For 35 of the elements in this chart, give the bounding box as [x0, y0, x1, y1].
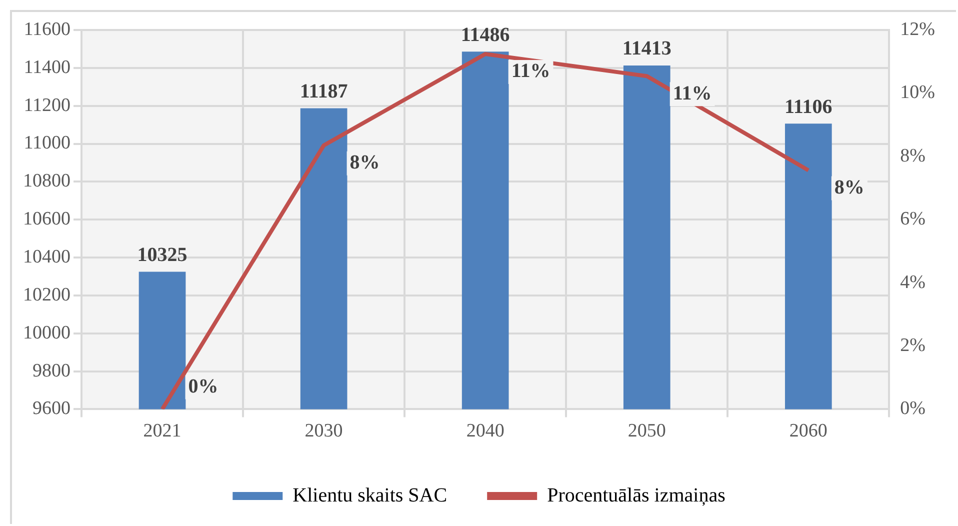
y-tick-label: 10200: [23, 284, 70, 306]
x-tick-label: 2060: [789, 420, 828, 442]
y-tick-label: 10600: [23, 208, 70, 230]
x-tick-label: 2040: [466, 420, 504, 442]
y2-tick-label: 4%: [900, 272, 926, 293]
y2-tick-label: 6%: [900, 208, 926, 230]
y-tick-label: 9600: [32, 398, 70, 420]
y-tick-label: 11000: [24, 132, 70, 154]
y-tick-label: 10400: [23, 246, 70, 268]
y-tick-label: 9800: [32, 360, 70, 382]
data-label: 11%: [511, 60, 550, 82]
y2-tick-label: 2%: [900, 334, 926, 356]
legend-label: Procentuālās izmaiņas: [547, 484, 726, 506]
x-tick-label: 2030: [304, 420, 343, 442]
y2-tick-label: 10%: [900, 82, 936, 104]
x-tick-label: 2021: [143, 420, 182, 442]
y2-tick-label: 12%: [900, 18, 936, 40]
data-label: 11%: [672, 82, 712, 104]
data-label: 10325: [137, 244, 188, 266]
y-tick-label: 10000: [23, 322, 70, 344]
y-tick-label: 11200: [24, 94, 70, 116]
data-label: 11486: [460, 24, 510, 46]
y2-tick-label: 0%: [900, 398, 926, 420]
y-tick-label: 10800: [23, 170, 70, 192]
data-label: 8%: [834, 176, 864, 198]
data-label: 11106: [784, 96, 832, 118]
y-tick-label: 11600: [24, 18, 70, 40]
data-label: 11413: [622, 38, 672, 60]
data-label: 0%: [188, 375, 218, 398]
legend-label: Klientu skaits SAC: [292, 484, 448, 506]
y-tick-label: 11400: [24, 56, 70, 78]
data-label: 11187: [300, 80, 348, 102]
data-label: 8%: [350, 152, 380, 174]
y2-tick-label: 8%: [900, 145, 926, 166]
x-tick-label: 2050: [628, 420, 666, 442]
